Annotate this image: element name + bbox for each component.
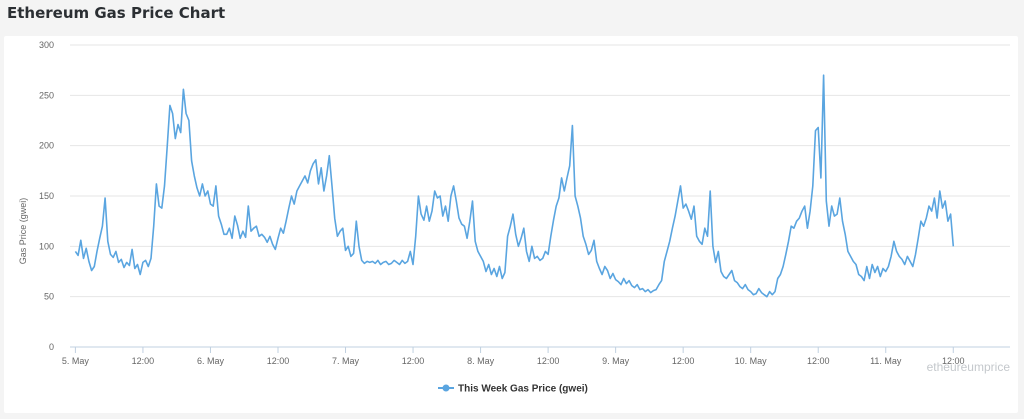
series-line[interactable] xyxy=(74,74,955,298)
y-axis-ticks: 0 50 100 150 200 250 300 xyxy=(39,40,54,352)
x-tick-label: 12:00 xyxy=(672,356,695,366)
y-tick-label: 150 xyxy=(39,191,54,201)
legend-symbol-dot xyxy=(442,384,450,392)
x-tick-label: 12:00 xyxy=(807,356,830,366)
x-tick-label: 12:00 xyxy=(402,356,425,366)
x-tick-label: 12:00 xyxy=(537,356,560,366)
grid-lines xyxy=(70,44,1010,348)
y-tick-label: 50 xyxy=(44,292,54,302)
watermark: etheureumprice xyxy=(927,360,1011,374)
x-tick-label: 7. May xyxy=(332,356,360,366)
x-tick-label: 12:00 xyxy=(132,356,155,366)
x-tick-label: 10. May xyxy=(735,356,768,366)
y-tick-label: 250 xyxy=(39,90,54,100)
legend-label: This Week Gas Price (gwei) xyxy=(458,384,588,395)
page-title: Ethereum Gas Price Chart xyxy=(7,4,226,22)
x-axis-ticks: 5. May 12:00 6. May 12:00 7. May 12:00 8. May 1… xyxy=(62,347,965,366)
x-tick-label: 9. May xyxy=(602,356,630,366)
gas-price-chart: 0 50 100 150 200 250 300 5. May 12:00 6. May 12:0… xyxy=(18,40,1011,395)
y-tick-label: 100 xyxy=(39,241,54,251)
x-tick-label: 8. May xyxy=(467,356,495,366)
x-tick-label: 5. May xyxy=(62,356,90,366)
x-tick-label: 11. May xyxy=(870,356,902,366)
chart-card: 0 50 100 150 200 250 300 5. May 12:00 6. May 12:0… xyxy=(4,36,1018,413)
legend-item[interactable]: This Week Gas Price (gwei) xyxy=(438,384,588,395)
y-tick-label: 0 xyxy=(49,342,54,352)
y-tick-label: 200 xyxy=(39,141,54,151)
x-tick-label: 6. May xyxy=(197,356,225,366)
y-tick-label: 300 xyxy=(39,40,54,50)
x-tick-label: 12:00 xyxy=(267,356,290,366)
y-axis-title: Gas Price (gwei) xyxy=(18,198,28,265)
x-tick-label: 12:00 xyxy=(942,356,965,366)
